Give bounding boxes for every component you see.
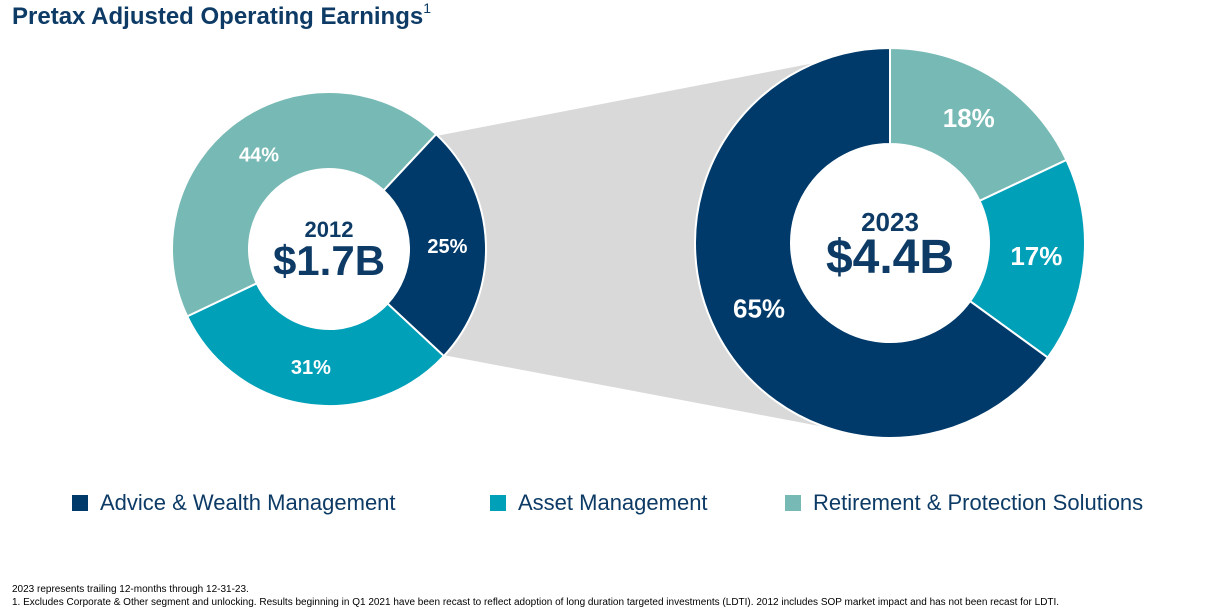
donut-slice-retirement-protection-solutions — [889, 46, 1068, 203]
slice-data-label: 17% — [1010, 241, 1062, 271]
slice-data-label: 44% — [239, 144, 279, 166]
donut-slice-advice-wealth-management — [694, 46, 1050, 439]
donut-slice-retirement-protection-solutions — [171, 91, 438, 318]
footnote-2: 1. Excludes Corporate & Other segment an… — [12, 597, 1060, 608]
donut-slice-asset-management — [968, 158, 1086, 360]
center-year-label: 2012 — [305, 217, 354, 242]
center-value-label: $1.7B — [273, 237, 385, 284]
donut-charts: 25% 31% 44% 2012$1.7B 18% 17% 65% 2023$4.4B — [171, 46, 1086, 439]
legend-label: Retirement & Protection Solutions — [813, 490, 1144, 515]
slice-data-label: 18% — [943, 103, 995, 133]
footnote-1: 2023 represents trailing 12-months throu… — [12, 584, 249, 595]
legend-label: Advice & Wealth Management — [100, 490, 396, 515]
legend-swatch — [785, 495, 801, 511]
center-year-label: 2023 — [861, 207, 919, 237]
legend-swatch — [490, 495, 506, 511]
center-value-label: $4.4B — [826, 231, 954, 284]
slice-data-label: 65% — [733, 294, 785, 324]
legend-item-advice-wealth: Advice & Wealth Management — [72, 490, 396, 516]
slice-data-label: 31% — [291, 357, 331, 379]
slice-data-label: 25% — [427, 236, 467, 258]
donut-slice-asset-management — [185, 281, 446, 407]
page-title: Pretax Adjusted Operating Earnings1 — [12, 0, 431, 31]
legend-item-asset-management: Asset Management — [490, 490, 708, 516]
donut-slice-advice-wealth-management — [382, 132, 487, 358]
legend-label: Asset Management — [518, 490, 708, 515]
title-footnote-marker: 1 — [423, 0, 431, 16]
legend-swatch — [72, 495, 88, 511]
legend-item-retirement-protection: Retirement & Protection Solutions — [785, 490, 1143, 516]
title-text: Pretax Adjusted Operating Earnings — [12, 3, 424, 30]
